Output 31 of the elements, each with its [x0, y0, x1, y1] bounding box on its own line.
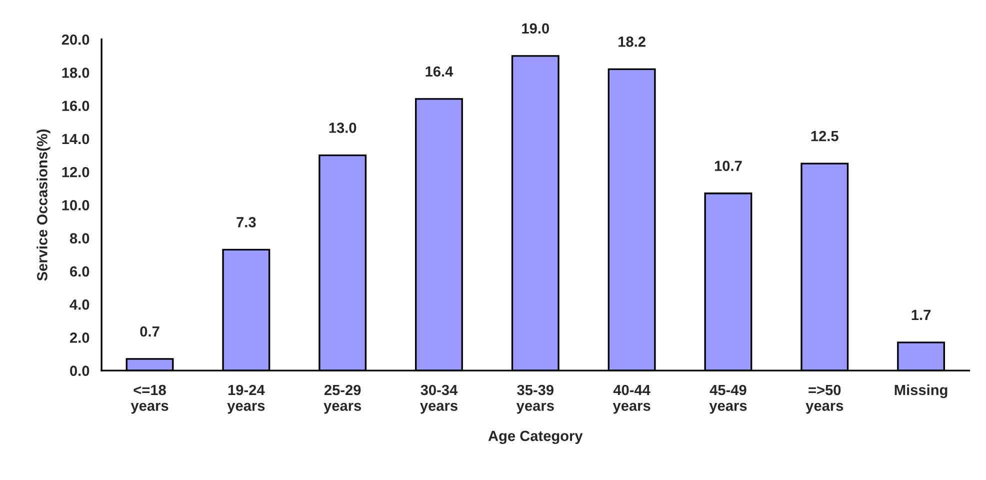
y-tick-label: 4.0	[70, 299, 90, 310]
data-label: 10.7	[714, 160, 742, 172]
data-label: 19.0	[522, 23, 549, 34]
y-tick-label: 18.0	[62, 68, 90, 78]
data-label: 13.0	[329, 122, 356, 133]
x-tick-label: 45-49 years	[709, 384, 747, 414]
x-tick-label: =>50 years	[806, 384, 844, 414]
x-tick-label: <=18 years	[130, 384, 168, 414]
x-tick-label: 40-44 years	[612, 384, 650, 414]
data-label: 18.2	[618, 36, 646, 47]
y-tick-label: 0.0	[70, 366, 90, 376]
y-tick-label: 20.0	[62, 34, 90, 45]
y-tick-label: 2.0	[70, 332, 90, 343]
data-label: 7.3	[236, 217, 256, 228]
data-label: 12.5	[811, 130, 838, 142]
x-axis-title: Age Category	[488, 430, 583, 444]
x-tick-label: 19-24 years	[227, 384, 265, 414]
x-tick-label: 35-39 years	[516, 384, 554, 414]
data-label: 1.7	[912, 310, 931, 320]
x-tick-label: Missing	[894, 384, 948, 398]
data-label: 16.4	[426, 66, 454, 77]
y-axis-title: Service Occasions(%)	[36, 129, 50, 281]
x-tick-label: 25-29 years	[324, 384, 362, 414]
x-tick-label: 30-34 years	[420, 384, 458, 414]
y-tick-label: 14.0	[62, 134, 90, 144]
y-tick-label: 6.0	[70, 266, 90, 277]
y-tick-label: 8.0	[70, 233, 90, 244]
y-tick-label: 16.0	[62, 100, 90, 112]
y-tick-label: 10.0	[62, 200, 90, 210]
y-tick-label: 12.0	[62, 166, 90, 178]
data-label: 0.7	[140, 326, 160, 337]
